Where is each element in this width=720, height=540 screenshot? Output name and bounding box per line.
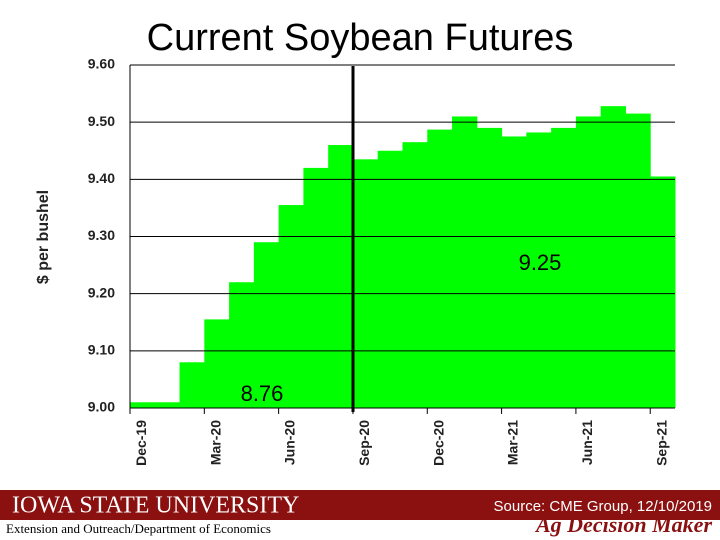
y-tick-label: 9.00 bbox=[88, 399, 115, 415]
x-tick-label: Mar-21 bbox=[505, 420, 521, 465]
bar bbox=[526, 132, 552, 408]
source: Source: CME Group, 12/10/2019 bbox=[494, 498, 712, 515]
bar bbox=[600, 106, 626, 408]
x-tick-label: Sep-21 bbox=[653, 420, 669, 466]
bar bbox=[501, 136, 527, 409]
bar bbox=[154, 402, 181, 408]
bar bbox=[130, 402, 156, 408]
bar bbox=[253, 242, 280, 408]
x-tick-label: Jun-20 bbox=[282, 420, 298, 465]
bar bbox=[575, 116, 602, 408]
bar bbox=[278, 205, 304, 408]
bar bbox=[625, 113, 651, 408]
bar bbox=[452, 116, 478, 408]
department: Extension and Outreach/Department of Eco… bbox=[6, 521, 271, 536]
annotation: 8.76 bbox=[241, 381, 284, 406]
footer-band bbox=[0, 490, 720, 520]
plot: 9.00 9.10 9.20 9.30 9.40 9.50 9.60 Dec-19 Mar-20… bbox=[88, 56, 676, 466]
y-tick-label: 9.30 bbox=[88, 227, 115, 243]
bar bbox=[551, 127, 577, 408]
bar bbox=[402, 142, 428, 409]
bar bbox=[427, 129, 453, 408]
x-tick-label: Mar-20 bbox=[207, 420, 223, 465]
y-tick-label: 9.20 bbox=[88, 284, 115, 300]
brand: Ag Decision Maker bbox=[534, 512, 712, 537]
x-tick-label: Dec-19 bbox=[133, 420, 149, 466]
bar bbox=[476, 127, 503, 408]
bar bbox=[229, 282, 255, 408]
y-tick-label: 9.40 bbox=[88, 170, 115, 186]
y-tick-label: 9.10 bbox=[88, 342, 115, 358]
annotation: 9.25 bbox=[519, 250, 562, 275]
bar bbox=[303, 167, 329, 408]
chart-title: Current Soybean Futures bbox=[147, 17, 574, 59]
bar bbox=[204, 319, 230, 408]
y-tick-label: 9.60 bbox=[88, 56, 115, 72]
y-axis-label: $ per bushel bbox=[35, 190, 52, 284]
x-tick-label: Dec-20 bbox=[430, 420, 446, 466]
bar bbox=[352, 159, 379, 408]
y-tick-label: 9.50 bbox=[88, 113, 115, 129]
bar bbox=[328, 145, 354, 409]
bar bbox=[179, 362, 205, 408]
x-tick-label: Jun-21 bbox=[579, 420, 595, 465]
university-name: IOWA STATE UNIVERSITY bbox=[12, 493, 299, 519]
bar bbox=[377, 150, 403, 408]
x-tick-label: Sep-20 bbox=[356, 420, 372, 466]
bar bbox=[650, 176, 676, 408]
